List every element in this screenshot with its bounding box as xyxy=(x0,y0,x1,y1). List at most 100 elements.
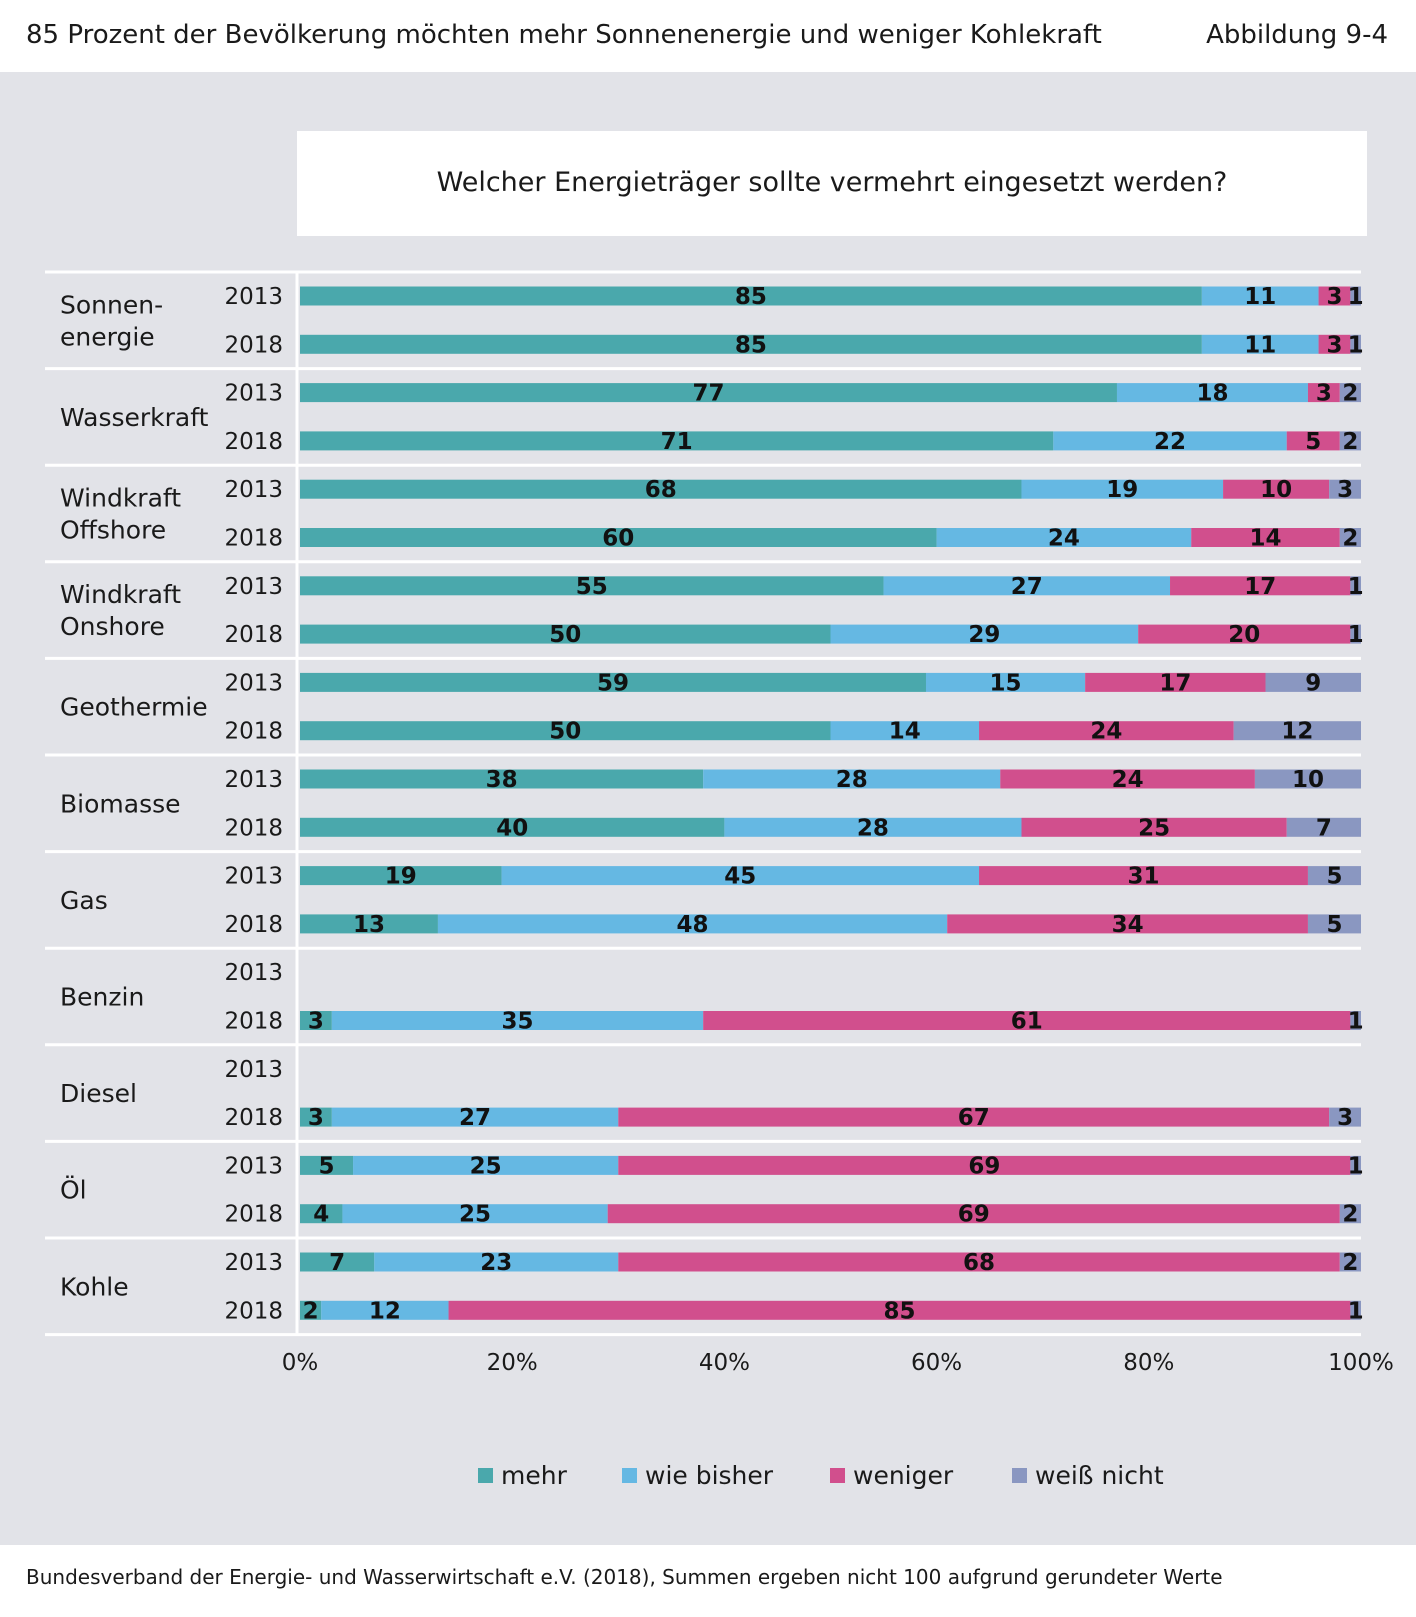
data-label: 14 xyxy=(1250,526,1282,552)
bar-segment-wie-bisher xyxy=(1201,334,1319,354)
year-label: 2013 xyxy=(224,284,283,310)
bar-segment-mehr xyxy=(300,431,1054,451)
bar-segment-weiss-nicht xyxy=(1350,576,1361,596)
bar-segment-weniger xyxy=(979,866,1308,886)
data-label: 27 xyxy=(1011,574,1043,600)
bar-segment-wie-bisher xyxy=(1021,479,1224,499)
legend-label-weiss-nicht: weiß nicht xyxy=(1035,1460,1164,1490)
data-label: 4 xyxy=(313,1202,329,1228)
data-label: 2 xyxy=(1342,1250,1358,1276)
data-label: 1 xyxy=(1348,284,1364,310)
data-label: 69 xyxy=(958,1202,990,1228)
bar-segment-weiss-nicht xyxy=(1339,1204,1361,1224)
category-label: Onshore xyxy=(60,612,165,641)
data-label: 10 xyxy=(1292,767,1324,793)
data-label: 68 xyxy=(963,1250,995,1276)
bar-segment-mehr xyxy=(300,672,926,692)
bar-segment-weniger xyxy=(1318,334,1351,354)
data-label: 5 xyxy=(319,1153,335,1179)
bar-segment-weiss-nicht xyxy=(1307,914,1361,934)
question-box: Welcher Energieträger sollte vermehrt ei… xyxy=(297,131,1367,236)
bar-segment-mehr xyxy=(300,914,438,934)
bar-segment-wie-bisher xyxy=(1116,383,1308,403)
bar-segment-wie-bisher xyxy=(883,576,1171,596)
data-label: 11 xyxy=(1244,332,1276,358)
bar-segment-weiss-nicht xyxy=(1350,624,1361,644)
category-label: Windkraft xyxy=(60,484,181,513)
category-label: energie xyxy=(60,322,155,351)
category-label: Kohle xyxy=(60,1272,129,1301)
category-label: Windkraft xyxy=(60,580,181,609)
bar-segment-mehr xyxy=(300,1300,322,1320)
bar-segment-mehr xyxy=(300,334,1202,354)
data-label: 48 xyxy=(677,912,709,938)
data-label: 31 xyxy=(1127,864,1159,890)
year-label: 2013 xyxy=(224,381,283,407)
year-label: 2013 xyxy=(224,574,283,600)
bar-segment-mehr xyxy=(300,576,884,596)
year-label: 2013 xyxy=(224,1250,283,1276)
page-title: 85 Prozent der Bevölkerung möchten mehr … xyxy=(26,20,1102,50)
bar-segment-wie-bisher xyxy=(437,914,948,934)
bar-segment-wie-bisher xyxy=(1053,431,1287,451)
bar-segment-weniger xyxy=(1000,769,1255,789)
bar-segment-wie-bisher xyxy=(936,528,1192,547)
data-label: 20 xyxy=(1228,622,1260,648)
bar-segment-weniger xyxy=(1170,576,1351,596)
data-label: 1 xyxy=(1348,574,1364,600)
data-label: 27 xyxy=(459,1105,491,1131)
bar-segment-wie-bisher xyxy=(501,866,980,886)
data-label: 2 xyxy=(303,1298,319,1324)
data-label: 59 xyxy=(597,670,629,696)
data-label: 11 xyxy=(1244,284,1276,310)
data-label: 69 xyxy=(968,1153,1000,1179)
year-label: 2018 xyxy=(224,1298,283,1324)
bar-segment-weniger xyxy=(979,721,1234,741)
bar-segment-wie-bisher xyxy=(374,1252,619,1272)
bar-segment-weniger xyxy=(1191,528,1340,547)
data-label: 14 xyxy=(889,719,921,745)
bar-segment-mehr xyxy=(300,866,502,886)
data-label: 35 xyxy=(501,1009,533,1035)
data-label: 28 xyxy=(836,767,868,793)
category-label: Gas xyxy=(60,886,108,915)
category-label: Diesel xyxy=(60,1079,137,1108)
year-label: 2018 xyxy=(224,526,283,552)
year-label: 2018 xyxy=(224,912,283,938)
bar-segment-weiss-nicht xyxy=(1350,286,1361,306)
x-tick-label: 80% xyxy=(1123,1350,1174,1376)
year-label: 2013 xyxy=(224,864,283,890)
bar-segment-mehr xyxy=(300,624,831,644)
data-label: 10 xyxy=(1260,477,1292,503)
data-label: 61 xyxy=(1011,1009,1043,1035)
bar-segment-weniger xyxy=(1307,383,1340,403)
year-label: 2013 xyxy=(224,670,283,696)
bar-segment-mehr xyxy=(300,383,1117,403)
bar-segment-weiss-nicht xyxy=(1339,431,1361,451)
bar-segment-wie-bisher xyxy=(331,1107,619,1127)
data-label: 67 xyxy=(958,1105,990,1131)
data-label: 15 xyxy=(990,670,1022,696)
category-label: Sonnen- xyxy=(60,290,163,319)
bar-segment-wie-bisher xyxy=(342,1204,608,1224)
data-label: 3 xyxy=(308,1105,324,1131)
category-label: Wasserkraft xyxy=(60,403,209,432)
data-label: 5 xyxy=(1305,429,1321,455)
legend-item-wie-bisher: wie bisher xyxy=(622,1455,773,1495)
bar-segment-weiss-nicht xyxy=(1350,1300,1361,1320)
data-label: 3 xyxy=(1337,477,1353,503)
data-label: 17 xyxy=(1159,670,1191,696)
chart-legend: mehr wie bisher weniger weiß nicht xyxy=(0,1455,1416,1495)
bar-segment-weiss-nicht xyxy=(1339,528,1361,547)
data-label: 25 xyxy=(470,1153,502,1179)
bar-segment-mehr xyxy=(300,1252,375,1272)
category-label: Biomasse xyxy=(60,789,181,818)
legend-swatch-weniger xyxy=(830,1467,845,1483)
data-label: 45 xyxy=(724,864,756,890)
year-label: 2018 xyxy=(224,719,283,745)
data-label: 12 xyxy=(369,1298,401,1324)
bar-segment-mehr xyxy=(300,528,937,547)
legend-label-mehr: mehr xyxy=(501,1460,567,1490)
data-label: 18 xyxy=(1196,381,1228,407)
